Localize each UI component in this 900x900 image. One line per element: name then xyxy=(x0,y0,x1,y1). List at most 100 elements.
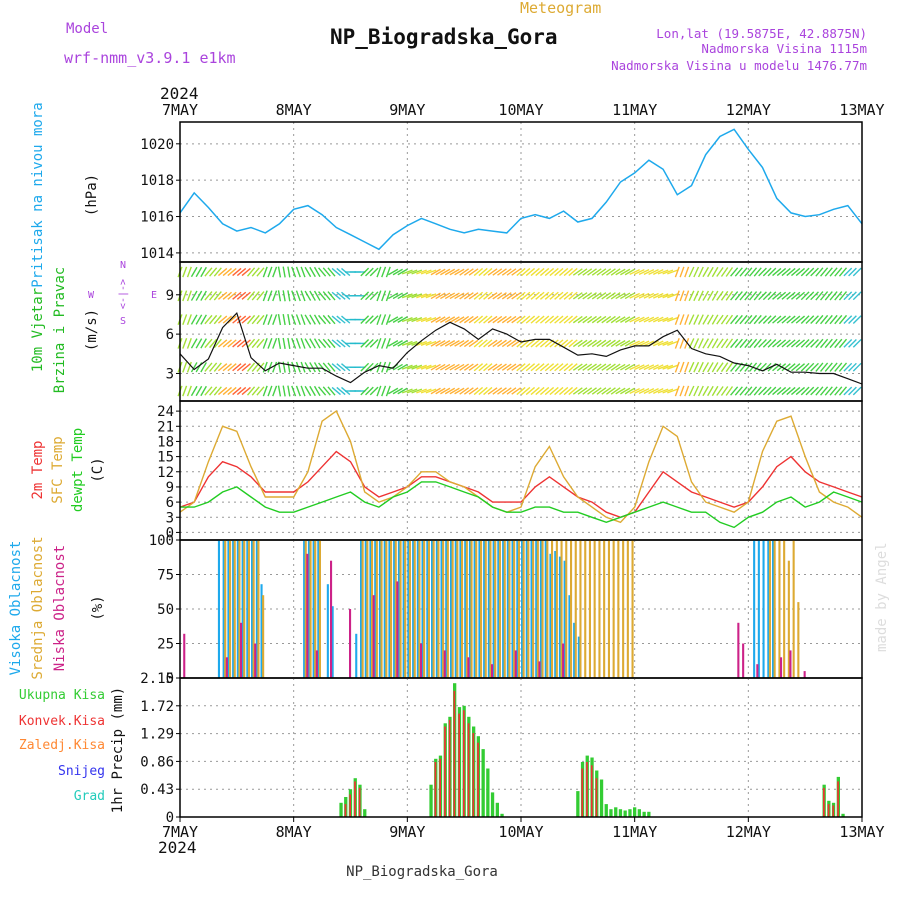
wind-barb xyxy=(762,267,772,277)
wind-barb xyxy=(748,338,758,349)
wind-barb xyxy=(620,340,631,347)
wind-barb xyxy=(501,315,512,324)
wind-barb xyxy=(416,340,427,346)
cloud-mid-bar xyxy=(494,540,497,678)
wind-barb xyxy=(506,363,517,371)
wind-barb xyxy=(190,362,198,373)
cloud-low-bar xyxy=(789,650,792,678)
precip-conv-bar xyxy=(827,804,830,817)
wind-barb xyxy=(365,362,374,372)
cloud-high-bar xyxy=(402,540,405,678)
wind-barb xyxy=(820,386,829,396)
wind-barb xyxy=(734,314,743,325)
wind-barb xyxy=(772,315,782,324)
wind-barb xyxy=(711,290,719,301)
wind-barb xyxy=(693,266,700,278)
cloud-ytick-label: 50 xyxy=(157,602,174,618)
wind-barb xyxy=(300,385,306,397)
wind-barb xyxy=(720,290,729,301)
cloud-high-bar xyxy=(539,540,542,678)
cloud-mid-bar xyxy=(574,540,577,678)
wind-barb xyxy=(648,292,659,299)
wind-barb xyxy=(577,268,588,276)
cloud-low-bar xyxy=(514,650,517,678)
cloud-high-bar xyxy=(416,540,419,678)
wind-barb xyxy=(267,337,273,349)
wind-barb xyxy=(287,314,291,326)
wind-barb xyxy=(786,267,796,277)
wind-barb xyxy=(734,291,743,301)
wind-barb xyxy=(463,387,474,395)
precip-total-bar xyxy=(623,810,627,817)
wind-barb xyxy=(852,291,862,301)
wind-barb xyxy=(657,269,669,275)
wind-barb xyxy=(587,339,597,348)
direction-west-label: W xyxy=(88,290,95,301)
direction-center-label: <-|-> xyxy=(118,279,129,309)
wind-barb xyxy=(838,267,848,277)
wind-barb xyxy=(516,267,526,277)
wind-barb xyxy=(435,387,446,395)
wind-barb xyxy=(610,387,621,395)
time-tick-label-top: 9MAY xyxy=(389,101,425,119)
lonlat-text: Lon,lat (19.5875E, 42.8875N) xyxy=(656,26,867,41)
wind-barb xyxy=(720,267,729,277)
wind-barb xyxy=(473,291,484,300)
cloud-high-bar xyxy=(478,540,481,678)
wind-barb xyxy=(786,386,796,396)
cloud-high-bar xyxy=(554,551,557,678)
wind-barb xyxy=(459,292,470,300)
wind-barb xyxy=(506,387,517,395)
wind-barb xyxy=(246,314,256,325)
wind-barb xyxy=(322,291,331,301)
wind-barb xyxy=(327,338,336,349)
temp-ytick-label: 12 xyxy=(157,465,174,481)
precip-conv-bar xyxy=(434,762,437,817)
wind-barb xyxy=(610,363,621,371)
wind-barb xyxy=(800,315,810,324)
precip-conv-bar xyxy=(349,794,351,817)
wind-barb xyxy=(577,339,588,348)
wind-barb xyxy=(790,315,801,324)
wind-barb xyxy=(601,315,612,324)
wind-barb xyxy=(322,362,331,372)
wind-barb xyxy=(767,362,777,372)
wind-barb xyxy=(468,339,479,348)
wind-barb xyxy=(758,267,767,277)
wind-barb xyxy=(852,386,862,396)
wind-barb xyxy=(262,314,268,326)
wind-barb xyxy=(790,291,801,300)
wind-barb xyxy=(454,387,465,395)
wind-barb xyxy=(587,268,597,276)
wind-barb xyxy=(674,361,680,373)
wind-barb xyxy=(772,339,782,348)
wind-barb xyxy=(667,317,678,323)
wind-barb xyxy=(397,363,408,371)
wind-barb xyxy=(440,292,451,300)
precip-total-bar xyxy=(647,811,651,817)
wind-barb xyxy=(376,290,382,302)
wind-barb xyxy=(577,292,588,300)
wind-barb xyxy=(554,267,564,277)
wind-barb xyxy=(634,292,645,299)
wind-barb xyxy=(587,292,597,300)
wind-border xyxy=(179,261,863,402)
wind-barb xyxy=(322,314,331,325)
cloud-mid-bar xyxy=(598,540,601,678)
precip-legend-graupel: Grad xyxy=(74,789,105,804)
precip-ytick-label: 0.43 xyxy=(140,782,174,798)
wind-barb xyxy=(606,387,616,395)
wind-barb xyxy=(401,340,413,346)
wind-barb xyxy=(227,386,237,396)
wind-barb xyxy=(544,363,555,372)
cloud-mid-bar xyxy=(588,540,591,678)
wind-barb xyxy=(492,363,503,371)
wind-barb xyxy=(186,266,192,278)
wind-barb xyxy=(420,364,432,370)
cloud-mid-bar xyxy=(423,540,426,678)
temp-ytick-label: 6 xyxy=(166,495,174,511)
wind-barb xyxy=(388,292,399,300)
precip-conv-bar xyxy=(358,787,361,817)
precip-ytick-label: 2.15 xyxy=(140,671,174,687)
